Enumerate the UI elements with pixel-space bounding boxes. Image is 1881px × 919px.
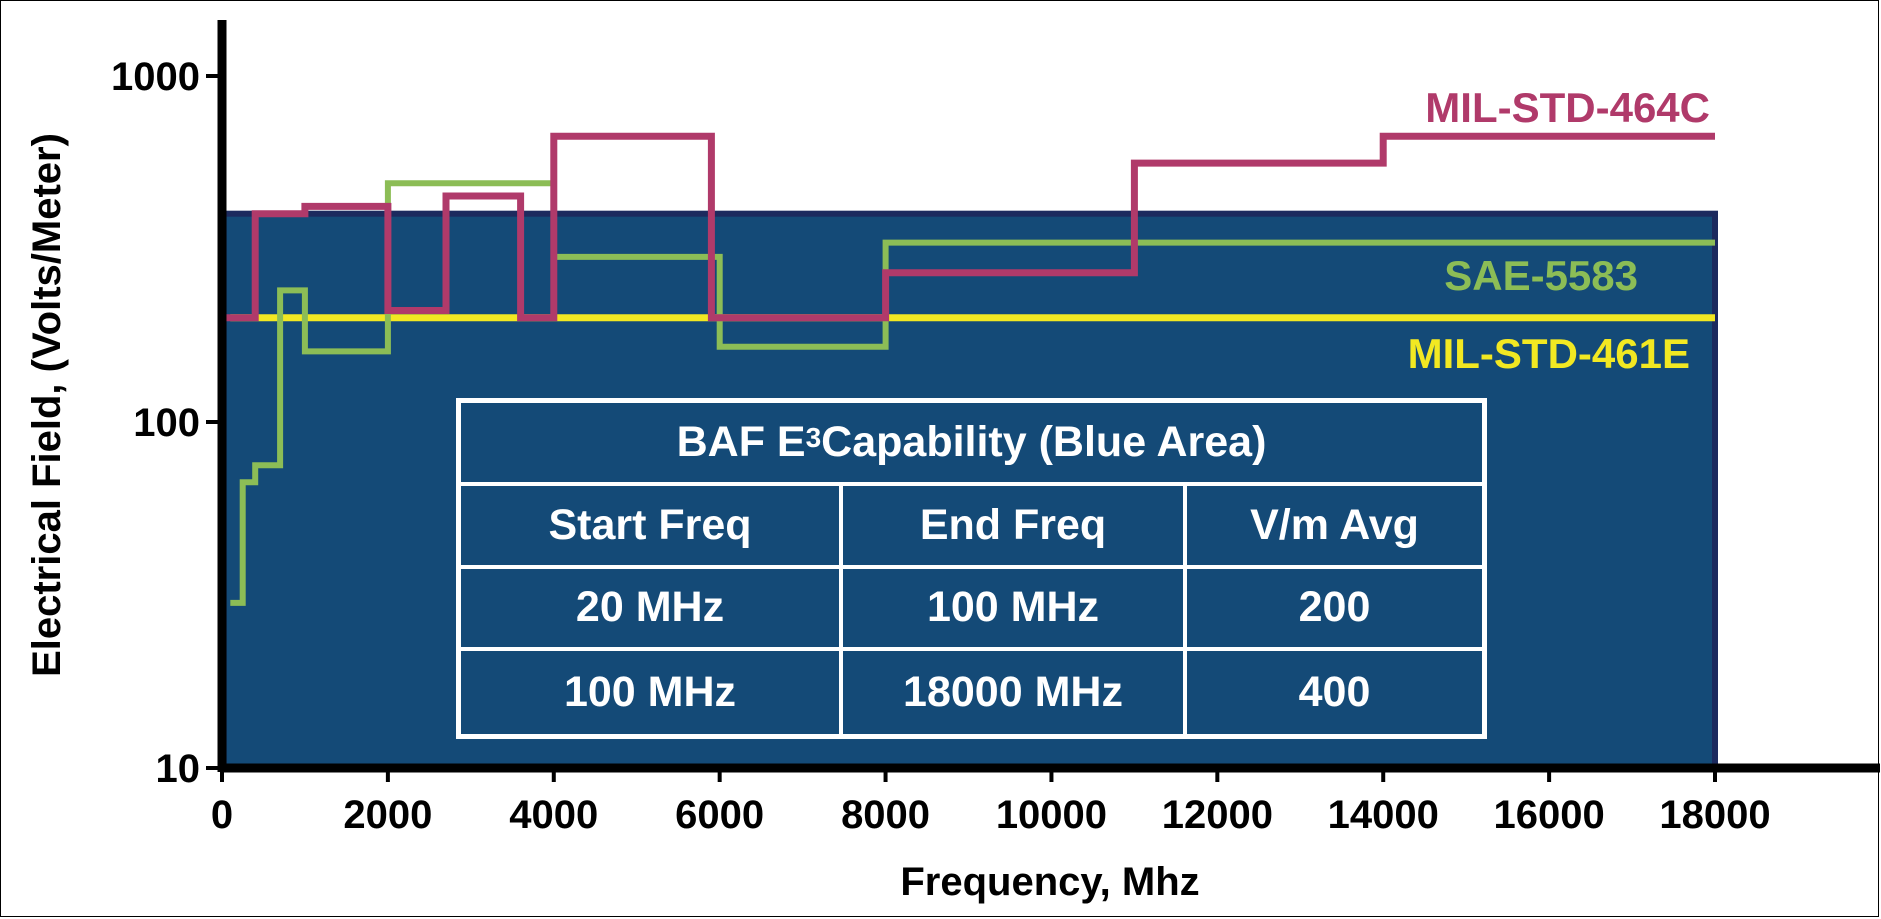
axis-layer: 0 2000 4000 6000 8000 10000 12000 14000 16000 180…: [25, 20, 1880, 904]
table-cell: 100 MHz: [461, 651, 843, 734]
series-label-sae-5583: SAE-5583: [1444, 252, 1638, 299]
series-label-layer: MIL-STD-464C SAE-5583 MIL-STD-461E: [1408, 84, 1710, 377]
y-tick-label: 10: [156, 747, 201, 791]
table-cell: 18000 MHz: [843, 651, 1187, 734]
table-title-suffix: Capability (Blue Area): [821, 417, 1267, 466]
table-title-prefix: BAF E: [676, 417, 806, 466]
series-layer: [222, 132, 1715, 606]
y-tick-label: 1000: [111, 55, 200, 99]
x-tick-label: 12000: [1162, 793, 1273, 837]
header-start-freq: Start Freq: [461, 485, 843, 565]
x-tick-label: 16000: [1493, 793, 1604, 837]
table-row: 100 MHz 18000 MHz 400: [461, 651, 1482, 734]
y-tick-label: 100: [133, 401, 200, 445]
table-cell: 400: [1298, 668, 1371, 717]
table-cell: 200: [1298, 583, 1371, 632]
table-cell: 20 MHz: [461, 568, 843, 648]
x-tick-label: 18000: [1659, 793, 1770, 837]
x-tick-label: 10000: [996, 793, 1107, 837]
series-line-mil-std-464c: [222, 132, 1715, 322]
y-axis-title: Electrical Field, (Volts/Meter): [25, 133, 69, 677]
header-end-freq: End Freq: [843, 485, 1187, 565]
series-label-mil-std-464c: MIL-STD-464C: [1425, 84, 1710, 131]
x-tick-label: 14000: [1328, 793, 1439, 837]
x-tick-label: 6000: [675, 793, 764, 837]
table-row: 20 MHz 100 MHz 200: [461, 568, 1482, 652]
series-label-mil-std-461e: MIL-STD-461E: [1408, 330, 1690, 377]
x-axis-title: Frequency, Mhz: [900, 860, 1199, 904]
table-title-superscript: 3: [805, 422, 822, 454]
table-header-row: Start Freq End Freq V/m Avg: [461, 485, 1482, 569]
x-tick-label: 0: [211, 793, 233, 837]
table-cell: 100 MHz: [843, 568, 1187, 648]
header-vm-avg: V/m Avg: [1250, 500, 1419, 549]
x-tick-label: 4000: [509, 793, 598, 837]
series-line-sae-5583: [230, 180, 1715, 606]
x-tick-label: 2000: [343, 793, 432, 837]
x-tick-label: 8000: [841, 793, 930, 837]
